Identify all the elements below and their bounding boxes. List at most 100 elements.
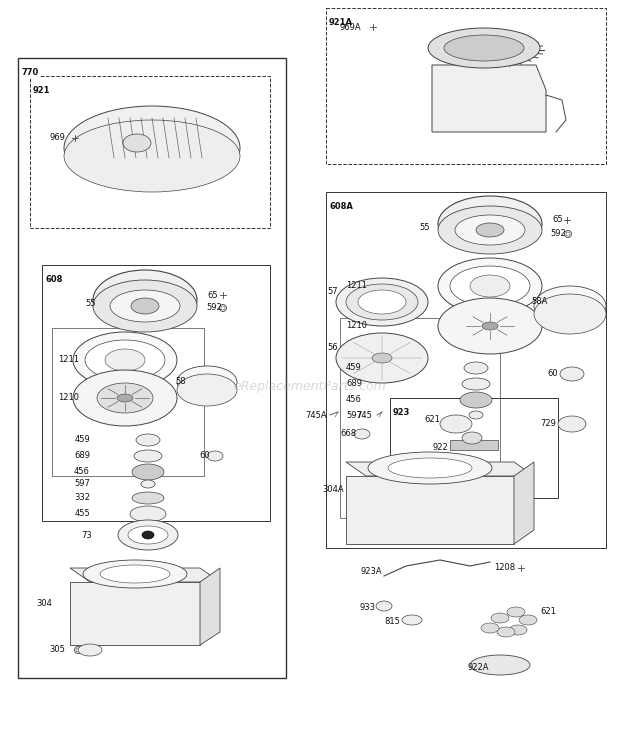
- Text: 597: 597: [346, 411, 362, 420]
- Text: 923: 923: [393, 408, 410, 417]
- Ellipse shape: [460, 392, 492, 408]
- Text: 73: 73: [81, 530, 92, 539]
- Ellipse shape: [482, 322, 498, 330]
- Polygon shape: [450, 440, 498, 450]
- Polygon shape: [514, 462, 534, 544]
- Ellipse shape: [444, 35, 524, 61]
- Ellipse shape: [558, 416, 586, 432]
- Ellipse shape: [131, 298, 159, 314]
- Ellipse shape: [438, 196, 542, 252]
- Text: eReplacementParts.com: eReplacementParts.com: [234, 380, 386, 394]
- Ellipse shape: [128, 526, 168, 544]
- Text: 597: 597: [74, 479, 90, 489]
- Text: 65: 65: [207, 290, 218, 300]
- Ellipse shape: [93, 270, 197, 330]
- Text: 689: 689: [74, 452, 90, 461]
- Bar: [42, 265, 270, 521]
- Bar: [390, 398, 558, 498]
- Ellipse shape: [85, 340, 165, 380]
- Ellipse shape: [497, 627, 515, 637]
- Ellipse shape: [207, 451, 223, 461]
- Text: 55: 55: [85, 298, 95, 307]
- Bar: [52, 328, 204, 476]
- Ellipse shape: [376, 601, 392, 611]
- Text: 689: 689: [346, 379, 362, 388]
- Ellipse shape: [428, 28, 540, 68]
- Text: 921A: 921A: [329, 18, 353, 27]
- Polygon shape: [70, 582, 200, 645]
- Text: 455: 455: [74, 510, 90, 519]
- Ellipse shape: [534, 286, 606, 326]
- Polygon shape: [346, 462, 534, 476]
- Text: 969: 969: [50, 133, 66, 143]
- Text: 592: 592: [206, 304, 222, 312]
- Ellipse shape: [481, 623, 499, 633]
- Ellipse shape: [130, 506, 166, 522]
- Ellipse shape: [83, 560, 187, 588]
- Polygon shape: [200, 568, 220, 645]
- Ellipse shape: [534, 294, 606, 334]
- Bar: [326, 8, 606, 164]
- Ellipse shape: [469, 411, 483, 419]
- Text: 304A: 304A: [322, 486, 344, 495]
- Ellipse shape: [507, 607, 525, 617]
- Text: 923A: 923A: [360, 568, 382, 577]
- Text: 56: 56: [327, 344, 338, 353]
- Text: 621: 621: [424, 415, 440, 425]
- Ellipse shape: [100, 565, 170, 583]
- Ellipse shape: [141, 480, 155, 488]
- Ellipse shape: [93, 280, 197, 332]
- Ellipse shape: [476, 223, 504, 237]
- Text: 668: 668: [340, 429, 356, 438]
- Ellipse shape: [105, 349, 145, 371]
- Ellipse shape: [560, 367, 584, 381]
- Text: 332: 332: [74, 493, 90, 502]
- Text: 592: 592: [550, 229, 565, 239]
- Ellipse shape: [455, 215, 525, 245]
- Ellipse shape: [388, 458, 472, 478]
- Ellipse shape: [117, 394, 133, 402]
- Text: 1211: 1211: [58, 356, 79, 365]
- Ellipse shape: [136, 434, 160, 446]
- Ellipse shape: [372, 353, 392, 363]
- Text: 456: 456: [74, 467, 90, 476]
- Polygon shape: [432, 65, 546, 132]
- Text: 922A: 922A: [468, 662, 490, 672]
- Ellipse shape: [346, 284, 418, 320]
- Ellipse shape: [438, 258, 542, 314]
- Text: 305: 305: [49, 646, 65, 655]
- Text: 745: 745: [356, 411, 372, 420]
- Bar: [30, 76, 270, 228]
- Text: 58: 58: [175, 377, 186, 386]
- Ellipse shape: [78, 644, 102, 656]
- Ellipse shape: [336, 278, 428, 326]
- Ellipse shape: [132, 464, 164, 480]
- Ellipse shape: [368, 452, 492, 484]
- Ellipse shape: [73, 332, 177, 388]
- Text: 933: 933: [359, 603, 375, 612]
- Text: 1208: 1208: [494, 563, 515, 572]
- Ellipse shape: [110, 290, 180, 322]
- Bar: [340, 318, 500, 518]
- Text: 58A: 58A: [531, 298, 548, 307]
- Ellipse shape: [336, 333, 428, 383]
- Text: 459: 459: [74, 435, 90, 444]
- Text: 304: 304: [36, 600, 52, 609]
- Text: 1210: 1210: [346, 321, 367, 330]
- Text: 1211: 1211: [346, 281, 367, 290]
- Ellipse shape: [509, 625, 527, 635]
- Ellipse shape: [142, 531, 154, 539]
- Text: 921: 921: [33, 86, 50, 95]
- Ellipse shape: [519, 615, 537, 625]
- Bar: [18, 58, 286, 678]
- Ellipse shape: [64, 120, 240, 192]
- Ellipse shape: [177, 366, 237, 398]
- Text: 815: 815: [384, 618, 400, 626]
- Ellipse shape: [470, 655, 530, 675]
- Text: 57: 57: [327, 287, 338, 297]
- Ellipse shape: [97, 383, 153, 413]
- Text: 621: 621: [540, 608, 556, 617]
- Ellipse shape: [64, 106, 240, 190]
- Ellipse shape: [438, 206, 542, 254]
- Polygon shape: [346, 476, 514, 544]
